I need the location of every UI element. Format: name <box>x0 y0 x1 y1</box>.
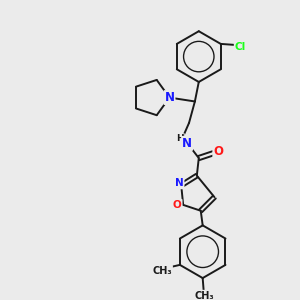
Text: N: N <box>182 137 192 150</box>
Text: H: H <box>176 134 184 143</box>
Text: Cl: Cl <box>235 42 246 52</box>
Text: O: O <box>173 200 182 210</box>
Text: O: O <box>213 145 223 158</box>
Text: N: N <box>164 91 175 104</box>
Text: N: N <box>175 178 184 188</box>
Text: CH₃: CH₃ <box>195 291 214 300</box>
Text: CH₃: CH₃ <box>152 266 172 276</box>
